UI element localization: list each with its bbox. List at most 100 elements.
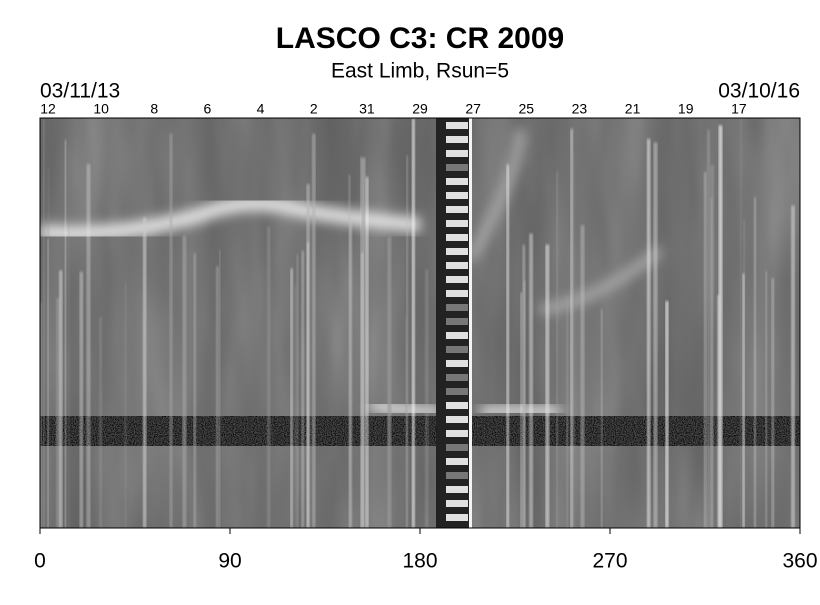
gap-cell	[446, 192, 468, 199]
streak	[646, 138, 651, 528]
gap-cell	[446, 304, 468, 311]
data-gap-cells	[446, 122, 468, 521]
streak	[193, 252, 197, 528]
start-date: 03/11/13	[40, 80, 120, 103]
gap-edge	[469, 118, 472, 528]
x-tick-label: 270	[592, 550, 627, 573]
streak	[142, 217, 147, 528]
streak	[718, 125, 723, 528]
day-label: 23	[572, 101, 588, 117]
gap-cell	[446, 346, 468, 353]
gap-cell	[446, 290, 468, 297]
streak	[653, 142, 658, 528]
day-label: 12	[40, 101, 56, 117]
gap-cell	[446, 248, 468, 255]
streak	[290, 268, 293, 528]
streak	[571, 153, 575, 528]
streak	[566, 297, 569, 528]
gap-cell	[446, 444, 468, 451]
gap-cell	[446, 150, 468, 157]
streak	[360, 156, 362, 528]
streak	[301, 250, 305, 528]
gap-cell	[446, 388, 468, 395]
streak	[99, 317, 103, 528]
streak	[665, 301, 669, 528]
streak	[59, 270, 63, 528]
day-label: 17	[731, 101, 747, 117]
streak	[556, 171, 558, 528]
streak	[765, 270, 768, 528]
streak	[506, 164, 510, 528]
streak	[169, 133, 173, 528]
day-label: 21	[625, 101, 641, 117]
streak	[365, 176, 369, 528]
streak	[529, 233, 533, 528]
streak	[739, 118, 743, 528]
x-tick-label: 360	[782, 550, 817, 573]
streak	[267, 226, 271, 528]
gap-cell	[446, 472, 468, 479]
streak	[716, 295, 721, 528]
streak	[307, 242, 310, 528]
streak	[47, 239, 49, 528]
streak	[387, 236, 392, 528]
streak	[182, 235, 187, 528]
day-label: 27	[465, 101, 481, 117]
gap-cell	[446, 430, 468, 437]
gap-cell	[446, 206, 468, 213]
gap-cell	[446, 458, 468, 465]
streak	[754, 197, 756, 528]
streak	[349, 217, 353, 528]
streak	[361, 252, 364, 528]
streamer-band	[369, 399, 561, 418]
chart-title: LASCO C3: CR 2009	[276, 22, 564, 55]
day-label: 29	[412, 101, 428, 117]
streak	[86, 164, 91, 528]
gap-cell	[446, 136, 468, 143]
streak	[215, 266, 219, 528]
streamer-band	[40, 196, 421, 241]
chart-subtitle: East Limb, Rsun=5	[331, 60, 509, 83]
streak	[545, 244, 550, 528]
gap-cell	[446, 402, 468, 409]
streak	[710, 197, 713, 528]
gap-cell	[446, 234, 468, 241]
streak	[791, 205, 795, 528]
day-label: 10	[93, 101, 109, 117]
streak	[405, 316, 408, 528]
noise-band	[40, 416, 800, 446]
streak	[296, 254, 299, 528]
streak	[68, 145, 70, 528]
streak	[742, 273, 745, 528]
x-tick-label: 0	[34, 550, 46, 573]
streak	[570, 128, 573, 528]
gap-cell	[446, 514, 468, 521]
gap-cell	[446, 164, 468, 171]
gap-cell	[446, 122, 468, 129]
gap-cell	[446, 276, 468, 283]
gap-cell	[446, 318, 468, 325]
day-label: 8	[150, 101, 158, 117]
streak	[771, 278, 775, 528]
day-label: 4	[257, 101, 265, 117]
gap-cell	[446, 374, 468, 381]
streak	[707, 129, 710, 528]
streak	[219, 249, 221, 528]
streak	[425, 269, 429, 528]
end-date: 03/10/16	[718, 80, 800, 103]
image-texture	[40, 118, 800, 528]
streak	[580, 225, 585, 528]
day-label: 6	[204, 101, 212, 117]
streak	[64, 140, 67, 528]
streak	[43, 119, 45, 528]
gap-cell	[446, 178, 468, 185]
streak	[294, 285, 297, 528]
day-label: 2	[310, 101, 318, 117]
streak	[55, 298, 60, 528]
streak	[600, 309, 603, 528]
x-tick-label: 90	[218, 550, 241, 573]
gap-cell	[446, 416, 468, 423]
streak	[520, 292, 523, 528]
